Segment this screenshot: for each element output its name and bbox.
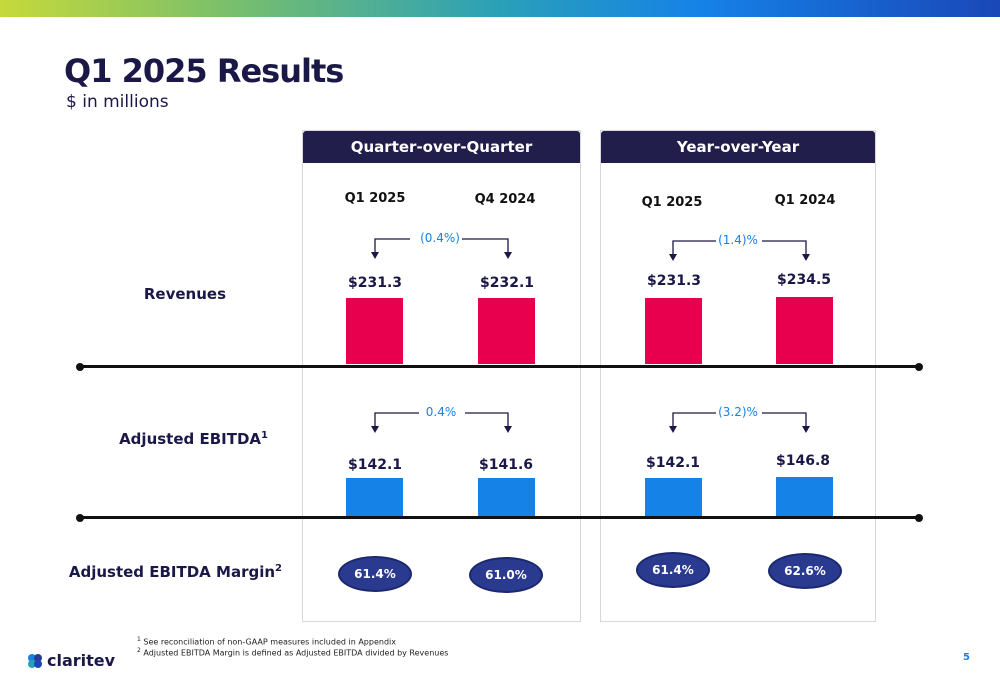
bar-adjusted-ebitda: [645, 478, 702, 516]
page-number: 5: [963, 652, 970, 663]
data-label-revenue: $234.5: [776, 272, 832, 288]
change-label-revenues: (0.4%): [410, 231, 470, 245]
footnote-text: Adjusted EBITDA Margin is defined as Adj…: [140, 648, 449, 658]
row-label-text: Adjusted EBITDA Margin: [68, 563, 276, 581]
change-label-ebitda: (3.2)%: [708, 405, 768, 419]
data-label-ebitda: $146.8: [775, 453, 831, 469]
bar-adjusted-ebitda: [776, 476, 833, 516]
data-label-ebitda: $142.1: [645, 455, 701, 471]
divider-endpoint: [915, 514, 923, 522]
bar-revenues: [478, 297, 535, 364]
footnote: 1 See reconciliation of non-GAAP measure…: [137, 636, 396, 647]
divider-endpoint: [76, 514, 84, 522]
panel-header: Quarter-over-Quarter: [303, 131, 580, 163]
panel-header: Year-over-Year: [601, 131, 875, 163]
row-label-adjusted-ebitda: Adjusted EBITDA1: [119, 430, 268, 448]
bar-adjusted-ebitda: [478, 478, 535, 516]
bar-revenues: [346, 298, 403, 364]
divider-line-ebitda: [80, 516, 920, 519]
data-label-revenue: $232.1: [479, 275, 535, 291]
divider-endpoint: [915, 363, 923, 371]
change-label-revenues: (1.4)%: [708, 233, 768, 247]
footnote-text: See reconciliation of non-GAAP measures …: [140, 637, 396, 647]
panel-year-over-year: Year-over-Year: [600, 130, 876, 622]
footnote-marker: 1: [261, 430, 268, 441]
margin-pill: 61.0%: [469, 557, 543, 593]
divider-endpoint: [76, 363, 84, 371]
row-label-text: Adjusted EBITDA: [119, 430, 262, 448]
footnote-marker: 2: [275, 563, 282, 574]
column-header-period: Q1 2024: [774, 193, 836, 208]
page-title: Q1 2025 Results: [64, 52, 344, 90]
row-label-adjusted-ebitda-margin: Adjusted EBITDA Margin2: [69, 563, 282, 581]
logo-text: claritev: [47, 651, 116, 670]
row-label-text: Revenues: [143, 285, 226, 303]
margin-pill: 61.4%: [338, 556, 412, 592]
panel-quarter-over-quarter: Quarter-over-Quarter: [302, 130, 581, 622]
bar-adjusted-ebitda: [346, 478, 403, 516]
column-header-period: Q4 2024: [474, 192, 536, 207]
top-gradient-bar: [0, 0, 1000, 17]
divider-line-revenues: [80, 365, 920, 368]
change-label-ebitda: 0.4%: [411, 405, 471, 419]
data-label-ebitda: $141.6: [478, 457, 534, 473]
column-header-period: Q1 2025: [641, 195, 703, 210]
bar-revenues: [776, 297, 833, 364]
data-label-ebitda: $142.1: [347, 457, 403, 473]
company-logo: claritev: [26, 651, 115, 670]
row-label-revenues: Revenues: [144, 285, 226, 303]
column-header-period: Q1 2025: [344, 191, 406, 206]
data-label-revenue: $231.3: [646, 273, 702, 289]
data-label-revenue: $231.3: [347, 275, 403, 291]
bar-revenues: [645, 298, 702, 364]
margin-pill: 61.4%: [636, 552, 710, 588]
margin-pill: 62.6%: [768, 553, 842, 589]
page-subtitle: $ in millions: [66, 92, 169, 112]
claritev-logo-icon: [28, 653, 42, 668]
footnote: 2 Adjusted EBITDA Margin is defined as A…: [137, 647, 448, 658]
footnote-marker: 2: [137, 647, 141, 654]
footnote-marker: 1: [137, 636, 141, 643]
